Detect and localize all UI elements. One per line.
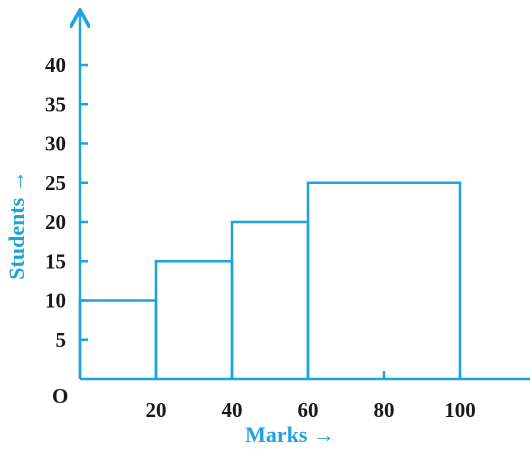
y-tick-label-40: 40	[45, 53, 66, 77]
y-ticks: 5 10 15 20 25 30 35 40	[45, 53, 88, 352]
x-tick-label-20: 20	[146, 398, 167, 422]
x-tick-label-40: 40	[222, 398, 243, 422]
y-tick-label-10: 10	[45, 289, 66, 313]
y-axis-title: Students →	[4, 170, 29, 279]
x-axis-title: Marks →	[245, 422, 335, 447]
y-tick-label-25: 25	[45, 171, 66, 195]
origin-label: O	[52, 384, 68, 408]
x-ticks: 20 40 60 80 100	[146, 371, 476, 422]
x-tick-label-80: 80	[374, 398, 395, 422]
histogram-bar-1	[78, 299, 158, 379]
x-tick-label-60: 60	[298, 398, 319, 422]
bars-layer	[78, 181, 462, 379]
y-tick-label-35: 35	[45, 92, 66, 116]
y-tick-label-5: 5	[56, 328, 67, 352]
y-tick-label-20: 20	[45, 210, 66, 234]
y-tick-label-30: 30	[45, 132, 66, 156]
x-tick-label-100: 100	[444, 398, 476, 422]
y-tick-label-15: 15	[45, 249, 66, 273]
histogram-bar-2	[154, 260, 234, 379]
histogram-bar-4	[306, 181, 462, 379]
histogram-bar-3	[230, 220, 310, 379]
